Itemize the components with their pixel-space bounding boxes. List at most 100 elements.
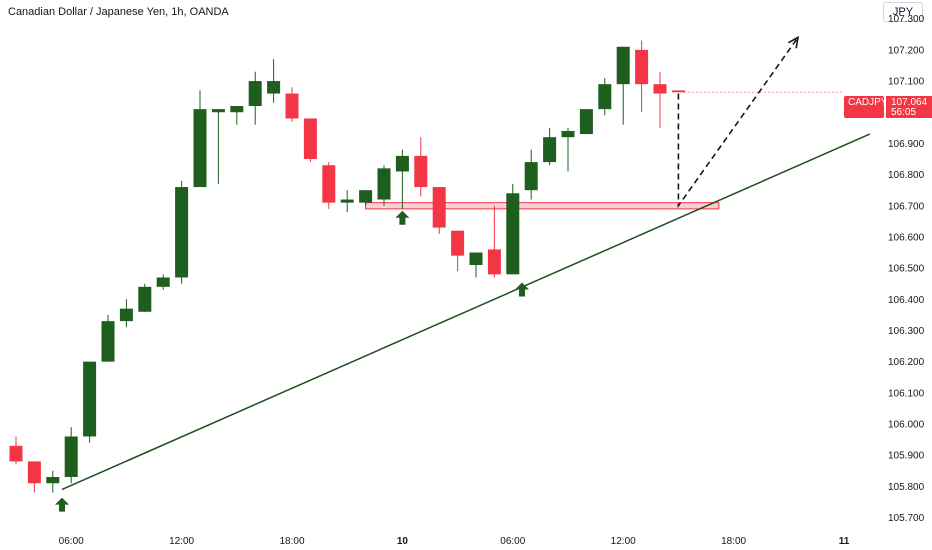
candle[interactable] — [83, 361, 97, 443]
candle-body — [377, 168, 391, 200]
up-arrow-icon[interactable] — [395, 210, 410, 225]
candle[interactable] — [27, 461, 41, 493]
y-tick-label: 106.800 — [888, 170, 925, 181]
candle[interactable] — [64, 427, 78, 484]
candle-body — [175, 187, 189, 278]
y-tick-label: 105.700 — [888, 513, 925, 524]
y-tick-label: 106.700 — [888, 201, 925, 212]
up-arrow-icon[interactable] — [515, 282, 529, 297]
trendline-layer — [61, 133, 871, 491]
support-zone[interactable] — [365, 202, 720, 210]
candle[interactable] — [119, 299, 133, 328]
candle-body — [211, 109, 225, 113]
candle-body — [616, 46, 630, 85]
y-tick-label: 106.300 — [888, 326, 925, 337]
candle-body — [506, 193, 520, 275]
candle-body — [359, 190, 373, 203]
currency-button[interactable]: JPY — [883, 2, 923, 22]
candle[interactable] — [193, 90, 207, 188]
y-tick-label: 106.600 — [888, 232, 925, 243]
candle[interactable] — [561, 127, 575, 172]
y-tick-label: 105.800 — [888, 482, 925, 493]
candle[interactable] — [248, 71, 262, 125]
candle-body — [101, 321, 115, 362]
projection-path[interactable] — [677, 36, 799, 209]
candle-body — [487, 249, 501, 275]
candle[interactable] — [46, 470, 60, 493]
trendline[interactable] — [61, 133, 871, 491]
candle[interactable] — [579, 109, 593, 135]
candles-layer — [9, 40, 685, 493]
candle[interactable] — [303, 118, 317, 163]
candle[interactable] — [395, 149, 409, 209]
candle[interactable] — [635, 40, 649, 113]
candle[interactable] — [377, 165, 391, 206]
candle[interactable] — [175, 180, 189, 284]
candle-body — [340, 199, 354, 203]
projection-layer — [677, 35, 844, 209]
candle[interactable] — [506, 183, 520, 275]
candle-body — [543, 137, 557, 163]
candle-body — [524, 162, 538, 191]
candle[interactable] — [322, 162, 336, 209]
candle[interactable] — [267, 59, 281, 103]
candle-body — [230, 106, 244, 113]
y-tick-label: 107.300 — [888, 14, 925, 25]
y-tick-label: 106.100 — [888, 388, 925, 399]
x-tick-label: 18:00 — [279, 536, 304, 547]
support-zone-layer — [365, 202, 720, 210]
chart-title: Canadian Dollar / Japanese Yen, 1h, OAND… — [8, 6, 229, 18]
y-tick-label: 106.500 — [888, 264, 925, 275]
candle-body — [598, 84, 612, 110]
candle-body — [9, 445, 23, 462]
candle[interactable] — [138, 283, 152, 312]
candle[interactable] — [487, 205, 501, 278]
candle[interactable] — [653, 71, 667, 128]
candle-body — [46, 477, 60, 484]
last-price-value: 107.064 — [891, 97, 928, 108]
candle[interactable] — [230, 106, 244, 125]
candle[interactable] — [451, 230, 465, 272]
signal-arrows-layer — [55, 210, 529, 512]
candle-body — [248, 81, 262, 106]
y-tick-label: 106.200 — [888, 357, 925, 368]
up-arrow-icon[interactable] — [55, 497, 69, 512]
x-tick-label: 11 — [839, 536, 850, 547]
x-axis-ticks: 06:00 12:00 18:00 10 06:00 12:00 18:00 11 — [59, 536, 850, 547]
candle[interactable] — [432, 187, 446, 234]
candle[interactable] — [101, 314, 115, 362]
candle[interactable] — [598, 77, 612, 116]
symbol-badge: CADJPY — [844, 96, 887, 118]
y-tick-label: 106.000 — [888, 420, 925, 431]
candle-body — [156, 277, 170, 287]
candle-body — [322, 165, 336, 203]
candle-body — [432, 187, 446, 228]
y-tick-label: 105.900 — [888, 451, 925, 462]
candle[interactable] — [543, 127, 557, 166]
candle-body — [579, 109, 593, 135]
candle[interactable] — [359, 190, 373, 206]
x-tick-label: 06:00 — [59, 536, 84, 547]
candle-body — [561, 130, 575, 138]
candle-body — [395, 155, 409, 172]
candle-body — [451, 230, 465, 256]
candle[interactable] — [469, 252, 483, 278]
candle-body — [267, 81, 281, 94]
x-tick-label: 06:00 — [500, 536, 525, 547]
candle[interactable] — [524, 149, 538, 200]
candle[interactable] — [671, 90, 685, 93]
candle-body — [303, 118, 317, 159]
candle[interactable] — [285, 87, 299, 122]
candle-body — [469, 252, 483, 265]
candle[interactable] — [9, 436, 23, 465]
candle[interactable] — [340, 190, 354, 212]
candle[interactable] — [211, 109, 225, 184]
x-tick-label: 18:00 — [721, 536, 746, 547]
candle-body — [635, 49, 649, 85]
candle[interactable] — [414, 137, 428, 197]
x-tick-label: 12:00 — [169, 536, 194, 547]
candle[interactable] — [156, 274, 170, 290]
candle-body — [671, 90, 685, 93]
candle[interactable] — [616, 46, 630, 125]
